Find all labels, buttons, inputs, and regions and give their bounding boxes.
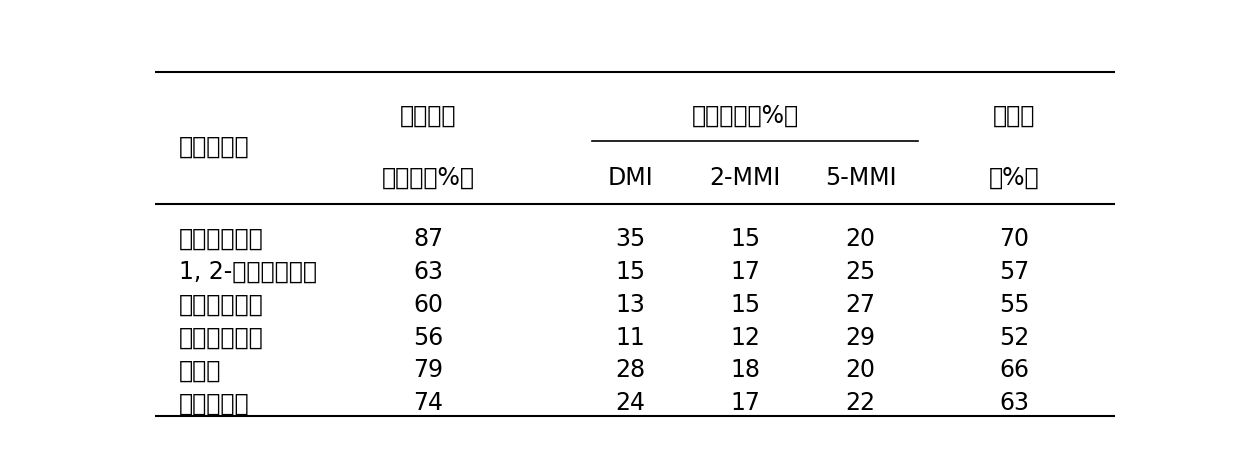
Text: 79: 79 bbox=[414, 358, 444, 383]
Text: 总收率: 总收率 bbox=[994, 104, 1036, 128]
Text: 52: 52 bbox=[999, 326, 1030, 349]
Text: 87: 87 bbox=[414, 227, 444, 250]
Text: 57: 57 bbox=[999, 259, 1030, 284]
Text: 异山梨醇: 异山梨醇 bbox=[400, 104, 457, 128]
Text: 三甘醇二甲醚: 三甘醇二甲醚 bbox=[178, 326, 264, 349]
Text: 1, 2-二甲氧基乙烷: 1, 2-二甲氧基乙烷 bbox=[178, 259, 317, 284]
Text: 20: 20 bbox=[846, 358, 876, 383]
Text: 11: 11 bbox=[616, 326, 646, 349]
Text: 2-MMI: 2-MMI bbox=[710, 166, 781, 190]
Text: 15: 15 bbox=[730, 227, 761, 250]
Text: 13: 13 bbox=[616, 293, 646, 317]
Text: 25: 25 bbox=[845, 259, 876, 284]
Text: DMI: DMI bbox=[607, 166, 653, 190]
Text: （%）: （%） bbox=[989, 166, 1040, 190]
Text: 18: 18 bbox=[731, 358, 761, 383]
Text: 苯甲醚: 苯甲醚 bbox=[178, 358, 222, 383]
Text: 二甘醇二甲醚: 二甘醇二甲醚 bbox=[178, 293, 264, 317]
Text: 20: 20 bbox=[846, 227, 876, 250]
Text: 63: 63 bbox=[414, 259, 444, 284]
Text: 35: 35 bbox=[615, 227, 646, 250]
Text: 甲基化试剂: 甲基化试剂 bbox=[178, 135, 249, 159]
Text: 15: 15 bbox=[730, 293, 761, 317]
Text: 22: 22 bbox=[846, 391, 876, 416]
Text: 24: 24 bbox=[616, 391, 646, 416]
Text: 对苯二甲醚: 对苯二甲醚 bbox=[178, 391, 249, 416]
Text: 70: 70 bbox=[1000, 227, 1030, 250]
Text: 63: 63 bbox=[1000, 391, 1030, 416]
Text: 56: 56 bbox=[414, 326, 444, 349]
Text: 产物收率（%）: 产物收率（%） bbox=[691, 104, 799, 128]
Text: 29: 29 bbox=[846, 326, 876, 349]
Text: 12: 12 bbox=[731, 326, 761, 349]
Text: 55: 55 bbox=[999, 293, 1030, 317]
Text: 60: 60 bbox=[414, 293, 444, 317]
Text: 74: 74 bbox=[414, 391, 444, 416]
Text: 28: 28 bbox=[615, 358, 646, 383]
Text: 17: 17 bbox=[731, 259, 761, 284]
Text: 15: 15 bbox=[615, 259, 646, 284]
Text: 66: 66 bbox=[1000, 358, 1030, 383]
Text: 转化率（%）: 转化率（%） bbox=[382, 166, 475, 190]
Text: 二甲氧基甲烷: 二甲氧基甲烷 bbox=[178, 227, 264, 250]
Text: 27: 27 bbox=[846, 293, 876, 317]
Text: 5-MMI: 5-MMI bbox=[825, 166, 897, 190]
Text: 17: 17 bbox=[731, 391, 761, 416]
